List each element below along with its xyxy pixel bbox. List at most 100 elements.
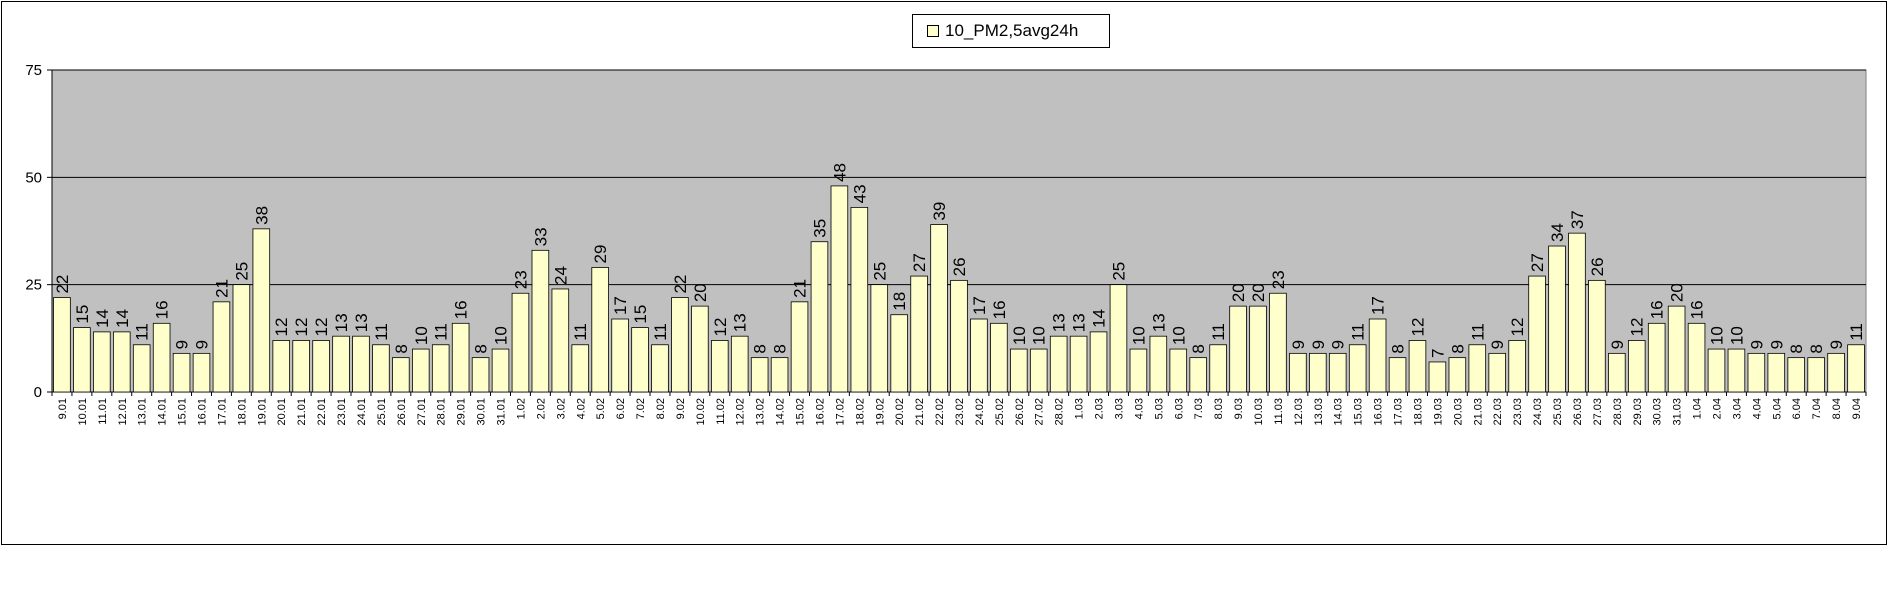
data-label: 12 bbox=[1508, 318, 1527, 337]
bar bbox=[332, 335, 350, 393]
x-tick-label: 3.02 bbox=[555, 398, 567, 419]
data-label: 13 bbox=[1050, 313, 1069, 332]
data-label: 10 bbox=[1129, 326, 1148, 345]
bar bbox=[1309, 352, 1327, 393]
bar bbox=[1548, 245, 1566, 393]
x-tick-label: 5.04 bbox=[1771, 398, 1783, 419]
x-tick-label: 23.01 bbox=[336, 398, 348, 426]
bar bbox=[1608, 352, 1626, 393]
bar bbox=[611, 318, 629, 393]
bar bbox=[1747, 352, 1766, 393]
bar bbox=[850, 206, 869, 393]
data-label: 29 bbox=[591, 245, 610, 264]
x-tick-label: 10.03 bbox=[1253, 398, 1265, 426]
x-tick-label: 15.03 bbox=[1353, 398, 1365, 426]
bar bbox=[511, 292, 530, 393]
bar bbox=[631, 327, 649, 393]
x-tick-label: 22.01 bbox=[316, 398, 328, 426]
x-tick-label: 4.04 bbox=[1751, 398, 1763, 419]
bar bbox=[1687, 322, 1706, 393]
x-tick-label: 25.03 bbox=[1552, 398, 1564, 426]
data-label: 22 bbox=[671, 275, 690, 294]
data-label: 16 bbox=[452, 300, 471, 319]
x-tick-label: 14.01 bbox=[157, 398, 169, 426]
data-label: 15 bbox=[73, 305, 92, 324]
bar bbox=[232, 284, 251, 393]
x-tick-label: 29.03 bbox=[1632, 398, 1644, 426]
data-label: 17 bbox=[1369, 296, 1388, 315]
bar bbox=[1528, 275, 1546, 393]
data-label: 11 bbox=[1349, 323, 1368, 341]
bar bbox=[790, 301, 809, 393]
data-label: 13 bbox=[731, 313, 750, 332]
bar bbox=[1328, 352, 1347, 393]
data-label: 16 bbox=[990, 300, 1009, 319]
x-tick-label: 7.03 bbox=[1193, 398, 1205, 419]
legend: 10_PM2,5avg24h bbox=[912, 14, 1110, 48]
bar bbox=[93, 331, 111, 393]
bar bbox=[1428, 361, 1447, 393]
bar bbox=[830, 185, 849, 393]
data-label: 14 bbox=[93, 309, 112, 328]
x-tick-label: 22.02 bbox=[934, 398, 946, 426]
data-label: 16 bbox=[1648, 300, 1667, 319]
bar bbox=[1468, 344, 1487, 393]
bar bbox=[1388, 357, 1407, 393]
x-tick-label: 20.02 bbox=[894, 398, 906, 426]
data-label: 11 bbox=[432, 323, 451, 341]
data-label: 22 bbox=[53, 275, 72, 294]
bar bbox=[252, 228, 271, 393]
bar bbox=[1448, 357, 1467, 393]
bar bbox=[312, 340, 330, 393]
data-label: 25 bbox=[870, 262, 889, 281]
bar bbox=[870, 284, 889, 393]
data-label: 9 bbox=[1767, 340, 1786, 349]
x-tick-label: 11.02 bbox=[715, 398, 727, 425]
x-tick-label: 25.02 bbox=[994, 398, 1006, 426]
bar bbox=[272, 340, 291, 393]
x-tick-label: 18.03 bbox=[1412, 398, 1424, 426]
data-label: 34 bbox=[1548, 223, 1567, 242]
bar bbox=[711, 340, 729, 393]
data-label: 7 bbox=[1428, 348, 1447, 357]
bar bbox=[571, 344, 590, 393]
data-label: 21 bbox=[212, 279, 231, 298]
bar bbox=[1209, 344, 1227, 393]
data-label: 8 bbox=[1189, 344, 1208, 353]
bar bbox=[372, 344, 390, 393]
data-label: 10 bbox=[1169, 326, 1188, 345]
data-label: 43 bbox=[850, 184, 869, 203]
x-tick-label: 27.01 bbox=[416, 398, 428, 426]
bar bbox=[1847, 344, 1865, 393]
x-tick-label: 22.03 bbox=[1492, 398, 1504, 426]
data-label: 11 bbox=[133, 323, 152, 341]
x-tick-label: 20.01 bbox=[276, 398, 288, 426]
data-label: 12 bbox=[272, 318, 291, 337]
data-label: 13 bbox=[1070, 313, 1089, 332]
x-tick-label: 21.02 bbox=[914, 398, 926, 426]
data-label: 21 bbox=[791, 279, 810, 298]
data-label: 11 bbox=[1847, 323, 1866, 341]
bar bbox=[730, 335, 749, 393]
bar bbox=[1249, 305, 1267, 393]
x-tick-label: 16.03 bbox=[1373, 398, 1385, 426]
x-tick-label: 26.02 bbox=[1014, 398, 1026, 426]
bar bbox=[810, 241, 829, 393]
x-tick-label: 4.03 bbox=[1133, 398, 1145, 419]
x-tick-label: 23.02 bbox=[954, 398, 966, 426]
bar bbox=[451, 322, 470, 393]
x-tick-label: 12.03 bbox=[1293, 398, 1305, 426]
x-tick-label: 24.01 bbox=[356, 398, 368, 426]
data-label: 11 bbox=[372, 323, 391, 341]
bar bbox=[1647, 322, 1666, 393]
data-label: 48 bbox=[830, 163, 849, 182]
bar bbox=[1069, 335, 1088, 393]
legend-swatch bbox=[927, 25, 939, 37]
bar bbox=[1289, 352, 1307, 393]
x-tick-label: 25.01 bbox=[376, 398, 388, 426]
bar bbox=[1010, 348, 1028, 393]
data-label: 8 bbox=[1389, 344, 1408, 353]
bar bbox=[152, 322, 171, 393]
data-label: 27 bbox=[910, 253, 929, 272]
x-tick-label: 27.03 bbox=[1592, 398, 1604, 426]
